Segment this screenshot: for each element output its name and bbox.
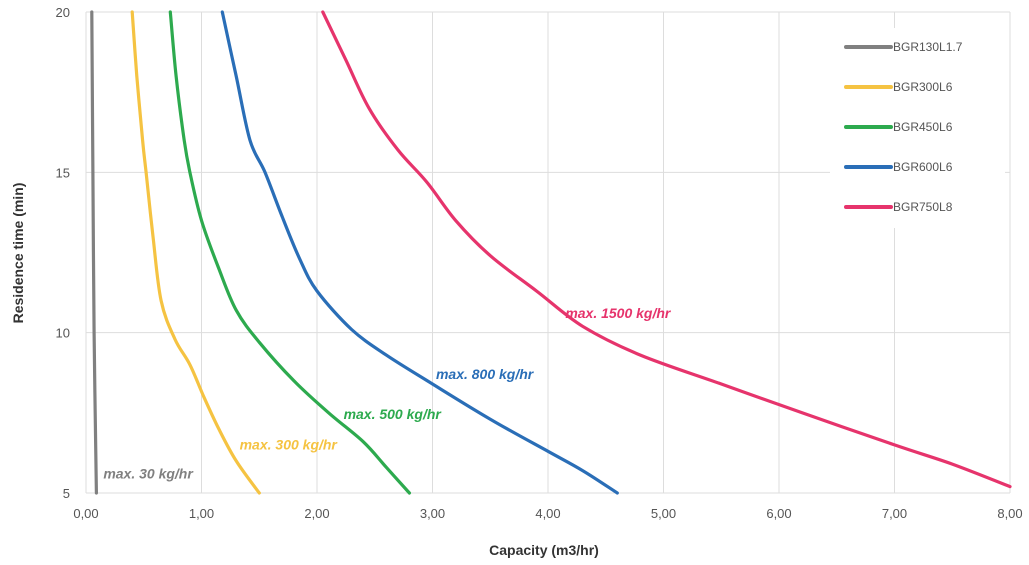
legend[interactable]: BGR130L1.7 BGR300L6 BGR450L6 BGR600L6 BGR750… [830,28,1005,228]
legend-label: BGR750L8 [893,200,953,214]
series-line-0 [90,10,98,495]
annotations: max. 30 kg/hr max. 300 kg/hr max. 500 kg/h… [103,305,672,481]
series-lines [90,10,1012,495]
grid [85,11,1011,494]
x-tick-label: 0,00 [73,506,98,521]
annotation-label-1: max. 300 kg/hr [240,437,339,453]
y-tick-label: 20 [56,5,70,20]
legend-label: BGR300L6 [893,80,953,94]
x-tick-label: 6,00 [766,506,791,521]
y-tick-label: 10 [56,326,70,341]
legend-label: BGR600L6 [893,160,953,174]
legend-item-1[interactable]: BGR300L6 [844,80,953,94]
x-tick-label: 8,00 [997,506,1022,521]
legend-label: BGR130L1.7 [893,40,963,54]
series-line-4 [321,10,1012,489]
y-tick-label: 5 [63,486,70,501]
series-line-3 [220,10,619,495]
y-tick-labels: 5 10 15 20 [56,5,70,501]
legend-item-4[interactable]: BGR750L8 [844,200,953,214]
y-axis-title: Residence time (min) [10,183,26,324]
x-tick-label: 2,00 [304,506,329,521]
x-tick-label: 3,00 [420,506,445,521]
annotation-label-2: max. 500 kg/hr [344,406,443,422]
legend-item-3[interactable]: BGR600L6 [844,160,953,174]
x-tick-label: 1,00 [189,506,214,521]
x-tick-labels: 0,00 1,00 2,00 3,00 4,00 5,00 6,00 7,00 8,00 [73,506,1022,521]
x-tick-label: 7,00 [882,506,907,521]
y-tick-label: 15 [56,165,70,180]
x-tick-label: 4,00 [535,506,560,521]
legend-item-2[interactable]: BGR450L6 [844,120,953,134]
legend-label: BGR450L6 [893,120,953,134]
x-axis-title: Capacity (m3/hr) [489,542,599,558]
series-line-1 [130,10,261,495]
annotation-label-3: max. 800 kg/hr [436,366,535,382]
annotation-label-4: max. 1500 kg/hr [565,305,672,321]
x-tick-label: 5,00 [651,506,676,521]
series-line-2 [168,10,411,495]
legend-item-0[interactable]: BGR130L1.7 [844,40,963,54]
annotation-label-0: max. 30 kg/hr [103,466,194,482]
